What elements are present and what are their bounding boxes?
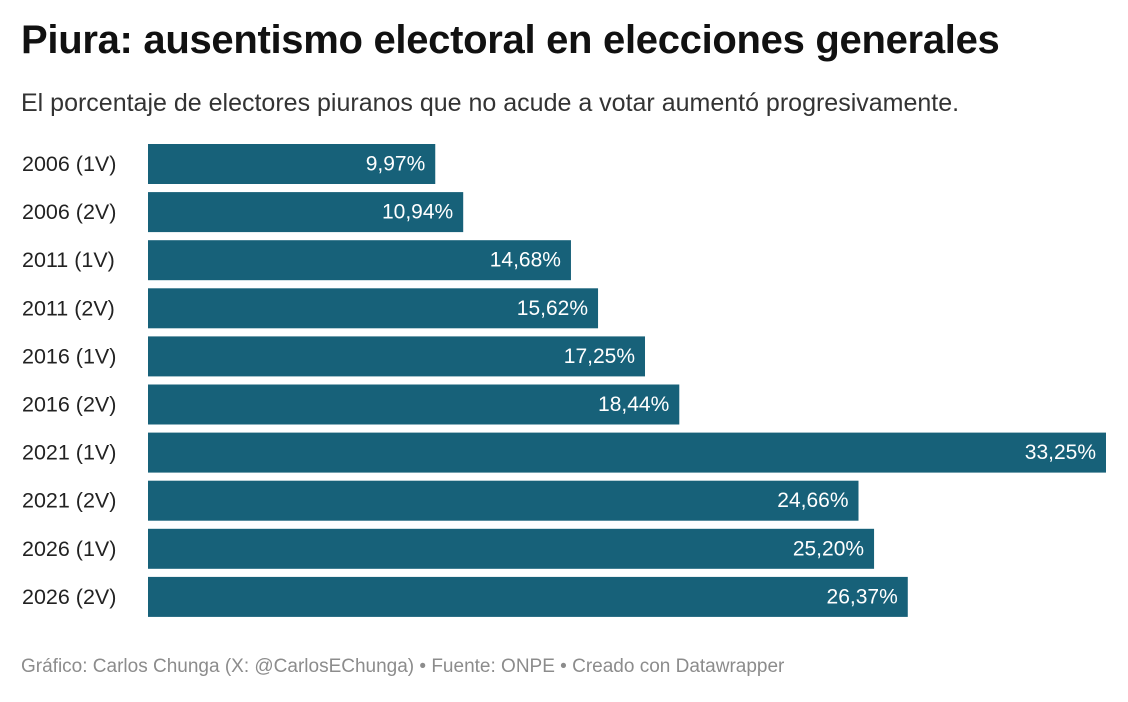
value-label: 24,66% bbox=[777, 489, 848, 512]
chart-title: Piura: ausentismo electoral en eleccione… bbox=[21, 18, 1000, 62]
value-label: 17,25% bbox=[564, 345, 635, 368]
bar bbox=[148, 432, 1106, 473]
value-label: 33,25% bbox=[1025, 441, 1096, 464]
category-label: 2011 (2V) bbox=[22, 296, 115, 320]
bar bbox=[148, 144, 436, 184]
bar-row: 2016 (1V) 17,25% bbox=[22, 336, 646, 377]
bar-row: 2006 (1V) 9,97% bbox=[22, 144, 436, 184]
bar-row: 2011 (2V) 15,62% bbox=[22, 288, 599, 329]
bar-row: 2021 (1V) 33,25% bbox=[22, 432, 1106, 473]
bar bbox=[148, 336, 646, 377]
category-label: 2016 (2V) bbox=[22, 393, 116, 417]
bar bbox=[148, 576, 908, 617]
category-label: 2006 (2V) bbox=[22, 200, 116, 224]
bar bbox=[148, 528, 875, 569]
bar bbox=[148, 480, 859, 521]
chart-subtitle: El porcentaje de electores piuranos que … bbox=[21, 89, 960, 117]
category-label: 2026 (2V) bbox=[22, 585, 116, 609]
category-label: 2006 (1V) bbox=[22, 152, 116, 176]
bar-row: 2016 (2V) 18,44% bbox=[22, 384, 680, 425]
bar-row: 2011 (1V) 14,68% bbox=[22, 240, 571, 281]
category-label: 2021 (1V) bbox=[22, 441, 116, 465]
chart-footer: Gráfico: Carlos Chunga (X: @CarlosEChung… bbox=[21, 656, 785, 677]
category-label: 2021 (2V) bbox=[22, 489, 116, 513]
value-label: 14,68% bbox=[490, 249, 561, 272]
category-label: 2011 (1V) bbox=[22, 248, 115, 272]
value-label: 9,97% bbox=[366, 153, 426, 176]
category-label: 2026 (1V) bbox=[22, 537, 116, 561]
bar bbox=[148, 240, 571, 281]
category-label: 2016 (1V) bbox=[22, 344, 116, 368]
value-label: 15,62% bbox=[517, 297, 588, 320]
bar-row: 2026 (2V) 26,37% bbox=[22, 576, 908, 617]
bar bbox=[148, 192, 464, 233]
bar-row: 2026 (1V) 25,20% bbox=[22, 528, 875, 569]
value-label: 25,20% bbox=[793, 537, 864, 560]
bar bbox=[148, 288, 599, 329]
bar bbox=[148, 384, 680, 425]
bar-row: 2021 (2V) 24,66% bbox=[22, 480, 859, 521]
value-label: 26,37% bbox=[827, 585, 898, 608]
value-label: 18,44% bbox=[598, 393, 669, 416]
value-label: 10,94% bbox=[382, 201, 453, 224]
bar-row: 2006 (2V) 10,94% bbox=[22, 192, 464, 233]
